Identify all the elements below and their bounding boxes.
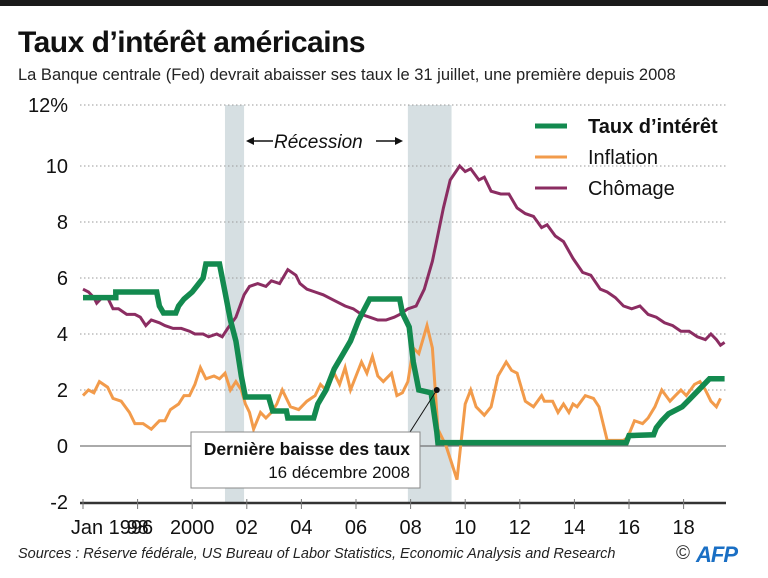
y-tick-label: 4 xyxy=(57,324,68,346)
x-tick-label: 2000 xyxy=(170,517,215,539)
y-axis-ticks: 12% 10 8 6 4 2 0 -2 xyxy=(28,95,68,514)
recession-arrowhead-right xyxy=(395,137,403,145)
x-tick-label: 10 xyxy=(454,517,476,539)
recession-bands xyxy=(224,105,452,502)
y-tick-label: 12% xyxy=(28,95,68,117)
x-tick-label: 08 xyxy=(399,517,421,539)
y-tick-label: 2 xyxy=(57,380,68,402)
legend-label-chomage: Chômage xyxy=(588,178,675,200)
x-tick-label: 04 xyxy=(290,517,312,539)
annotation-dot xyxy=(433,387,440,393)
afp-logo: AFP xyxy=(696,542,738,567)
copyright-icon: © xyxy=(676,543,690,564)
x-tick-label: 14 xyxy=(563,517,585,539)
y-tick-label: -2 xyxy=(50,492,68,514)
annotation: Dernière baisse des taux 16 décembre 2008 xyxy=(80,387,440,489)
annotation-date: 16 décembre 2008 xyxy=(268,463,410,482)
chart-title: Taux d’intérêt américains xyxy=(18,26,366,59)
x-tick-label: 98 xyxy=(126,517,148,539)
legend-label-inflation: Inflation xyxy=(588,147,658,169)
top-bar xyxy=(0,0,768,6)
recession-arrowhead-left xyxy=(246,137,254,145)
annotation-leader-line xyxy=(409,389,438,433)
recession-label: Récession xyxy=(274,132,363,153)
source-note: Sources : Réserve fédérale, US Bureau of… xyxy=(18,546,616,562)
recession-label-group: Récession xyxy=(246,132,403,153)
y-tick-label: 10 xyxy=(46,156,68,178)
y-tick-label: 0 xyxy=(57,436,68,458)
x-tick-label: 02 xyxy=(236,517,258,539)
x-tick-label: 06 xyxy=(345,517,367,539)
series-lines xyxy=(81,163,726,481)
x-tick-label: 12 xyxy=(509,517,531,539)
series-line-chomage xyxy=(82,163,726,348)
x-tick-label: 16 xyxy=(618,517,640,539)
x-tick-label: 18 xyxy=(672,517,694,539)
legend: Taux d’intérêt Inflation Chômage xyxy=(535,116,718,200)
annotation-title: Dernière baisse des taux xyxy=(204,439,410,459)
legend-label-taux-d-interet: Taux d’intérêt xyxy=(588,116,718,138)
y-tick-label: 6 xyxy=(57,268,68,290)
y-tick-label: 8 xyxy=(57,212,68,234)
series-line-taux-d-interet xyxy=(83,261,725,446)
recession-band-1 xyxy=(224,105,245,502)
chart-subtitle: La Banque centrale (Fed) devrait abaisse… xyxy=(18,66,676,84)
annotation-box xyxy=(190,431,421,489)
x-tick-label: Jan 1996 xyxy=(71,517,153,539)
